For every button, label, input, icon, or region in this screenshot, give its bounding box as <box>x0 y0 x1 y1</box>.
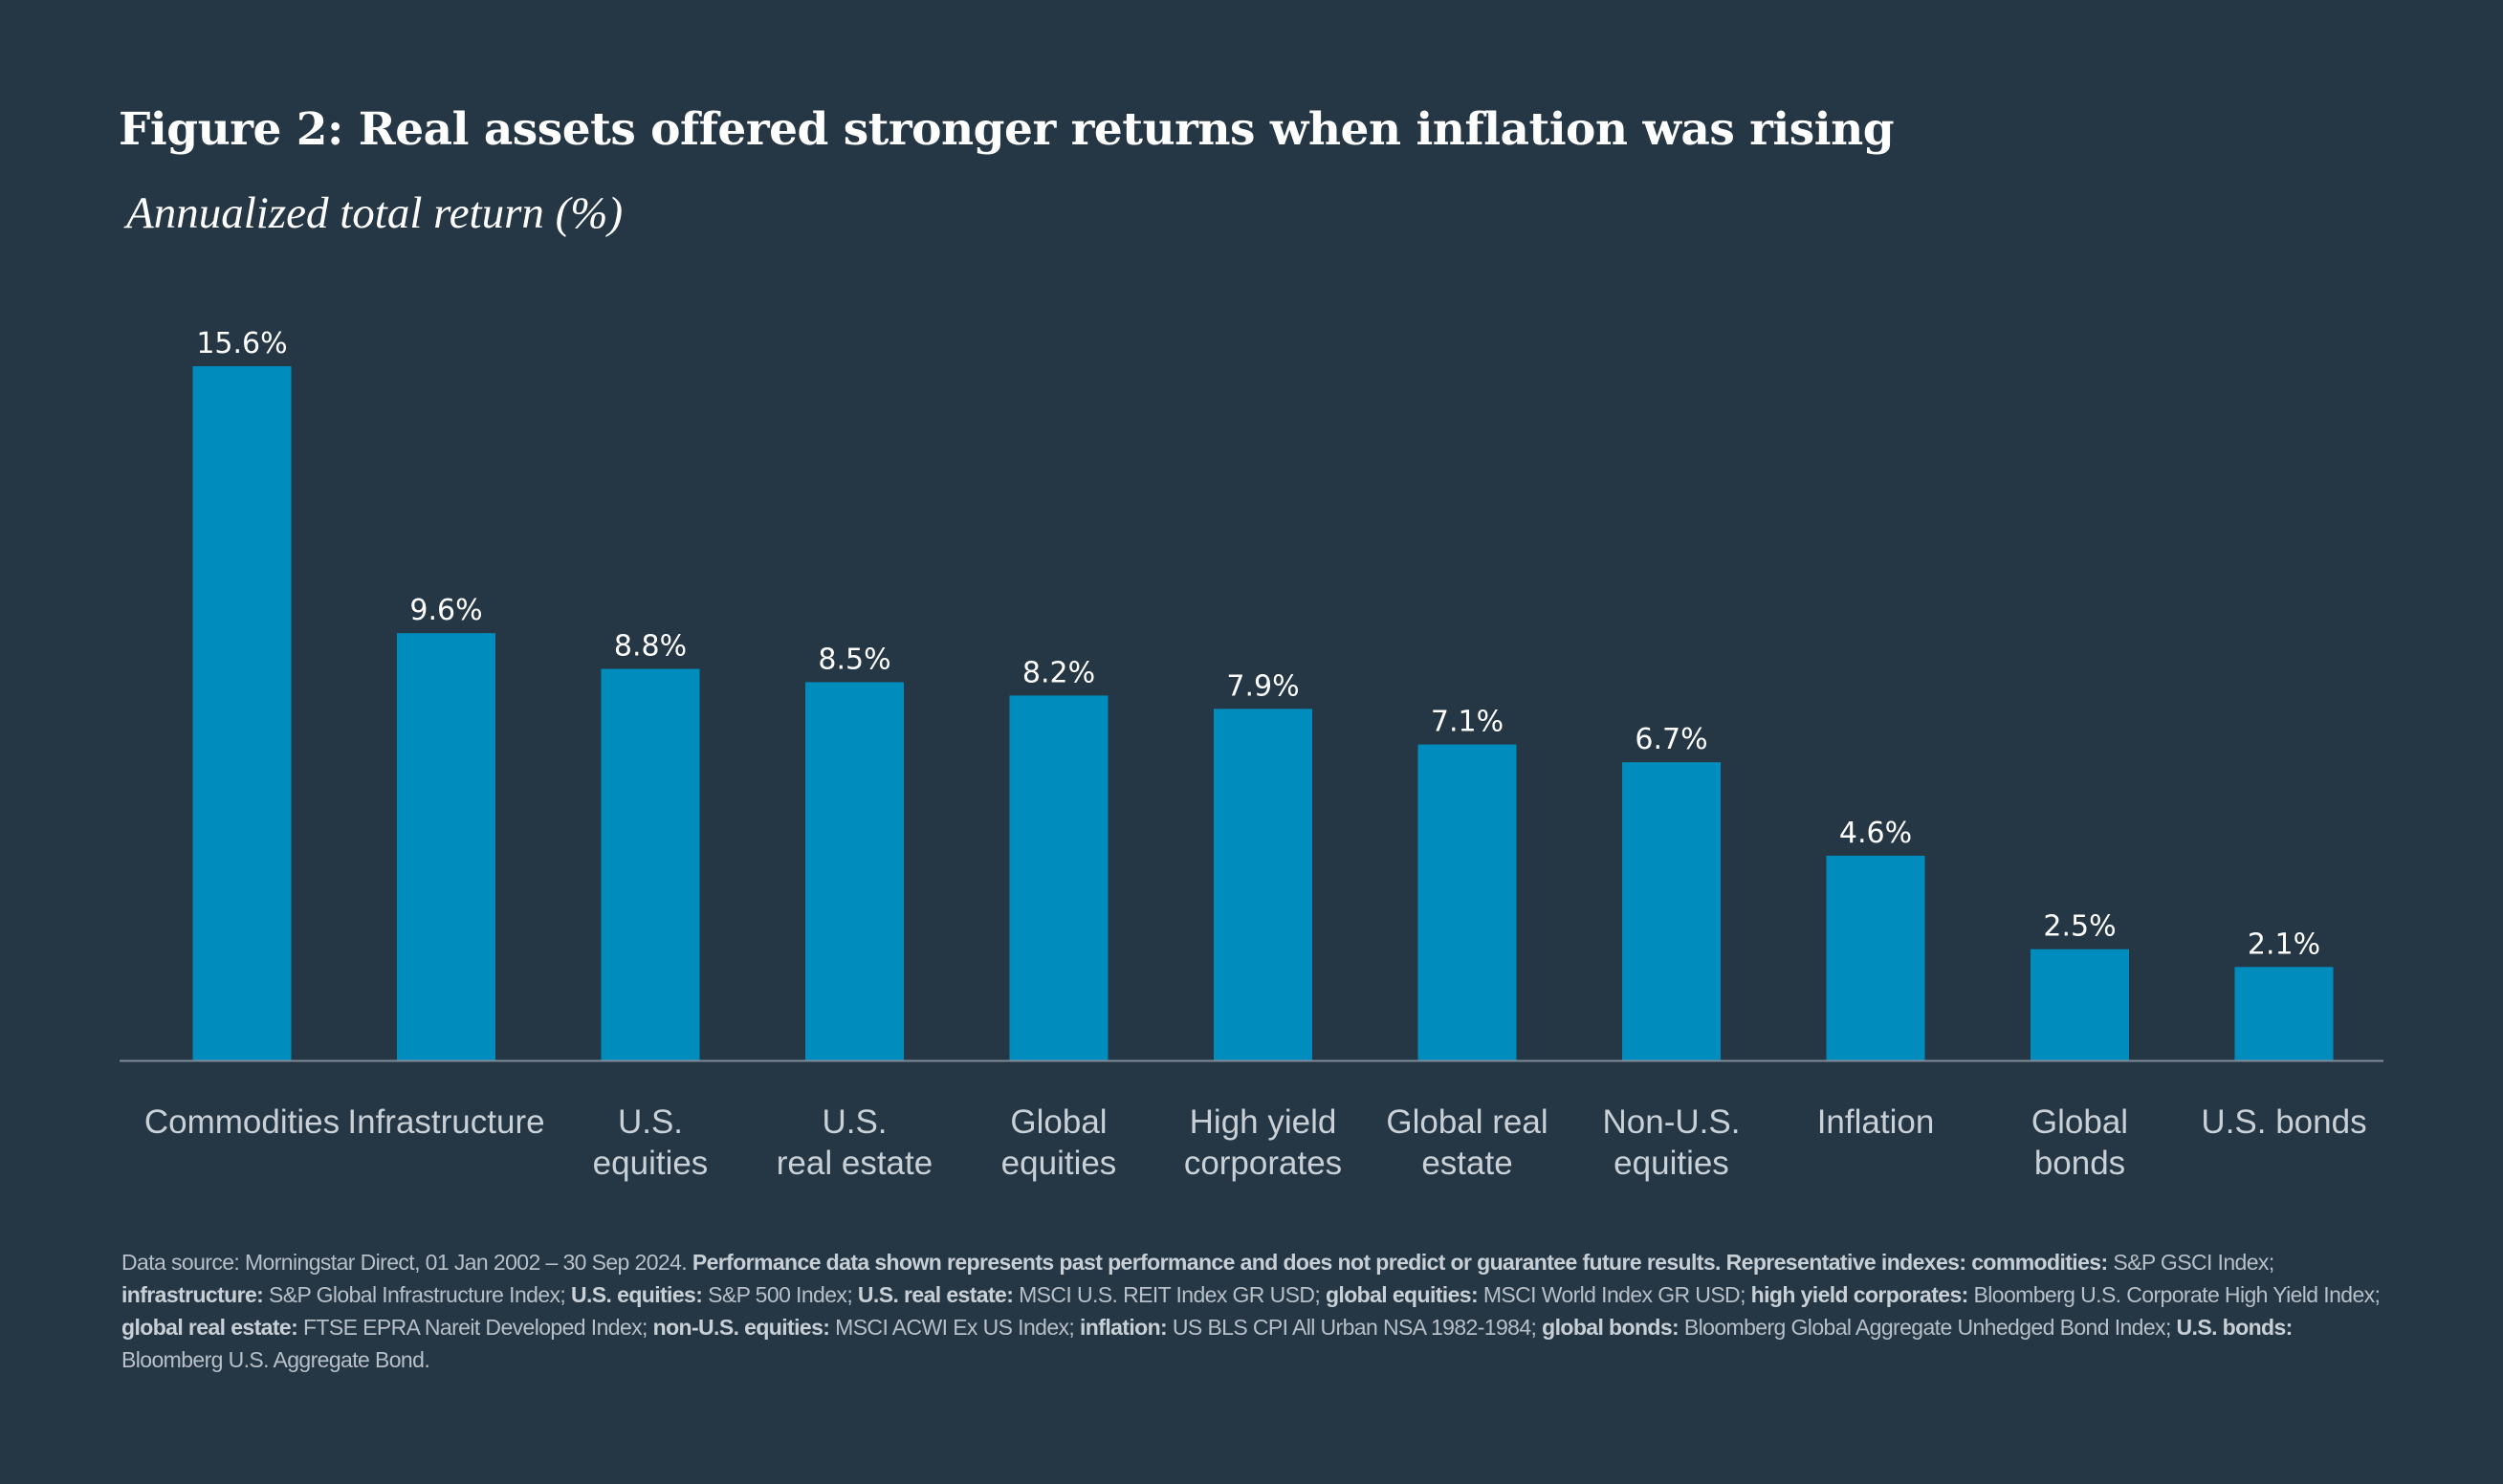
category-label: U.S. real estate <box>777 1103 933 1182</box>
data-label: 2.5% <box>2043 910 2116 944</box>
footnote-segment: S&P GSCI Index; <box>2107 1250 2274 1275</box>
category-label-line: equities <box>1001 1145 1117 1182</box>
footnote-segment: Bloomberg U.S. Corporate High Yield Inde… <box>1967 1282 2381 1307</box>
footnote-segment: Bloomberg Global Aggregate Unhedged Bond… <box>1679 1315 2177 1340</box>
data-label: 7.1% <box>1431 706 1504 739</box>
data-label: 8.5% <box>818 643 890 676</box>
category-label-line: Global <box>2031 1103 2128 1141</box>
data-label: 9.6% <box>409 594 482 627</box>
data-label: 2.1% <box>2248 928 2320 961</box>
category-label: U.S. bonds <box>2201 1103 2366 1141</box>
bar <box>601 668 700 1060</box>
bar <box>397 633 495 1060</box>
data-label: 7.9% <box>1226 669 1299 703</box>
category-label: U.S. equities <box>593 1103 709 1182</box>
footnote-segment: S&P 500 Index; <box>702 1282 858 1307</box>
category-label-line: corporates <box>1184 1145 1342 1182</box>
footnote-segment: US BLS CPI All Urban NSA 1982-1984; <box>1167 1315 1543 1340</box>
category-label-line: U.S. <box>822 1103 887 1141</box>
bar <box>2234 967 2334 1060</box>
category-label: Commodities <box>144 1103 340 1141</box>
footnote-bold-segment: inflation: <box>1080 1315 1168 1340</box>
footnote-segment: FTSE EPRA Nareit Developed Index; <box>297 1315 653 1340</box>
footnote-segment: Data source: Morningstar Direct, 01 Jan … <box>121 1250 692 1275</box>
category-label-line: Global <box>1010 1103 1107 1141</box>
data-label: 8.2% <box>1022 656 1095 689</box>
category-label-line: bonds <box>2034 1145 2125 1182</box>
footnote-segment: MSCI ACWI Ex US Index; <box>829 1315 1081 1340</box>
category-label-line: U.S. bonds <box>2201 1103 2366 1141</box>
footnote-bold-segment: U.S. bonds: <box>2176 1315 2294 1340</box>
data-label: 4.6% <box>1839 817 1912 850</box>
bar <box>1622 762 1721 1060</box>
category-label: High yield corporates <box>1184 1103 1342 1182</box>
bar <box>805 682 904 1060</box>
footnote-bold-segment: global bonds: <box>1542 1315 1680 1340</box>
category-label-line: Non-U.S. <box>1603 1103 1741 1141</box>
footnote-segment: S&P Global Infrastructure Index; <box>263 1282 571 1307</box>
footnote-bold-segment: global real estate: <box>121 1315 298 1340</box>
bar <box>1826 855 1925 1060</box>
category-label-line: High yield <box>1190 1103 1337 1141</box>
category-label-line: equities <box>1614 1145 1729 1182</box>
bar <box>1009 695 1109 1060</box>
category-label-line: equities <box>593 1145 709 1182</box>
footnote-bold-segment: U.S. equities: <box>571 1282 703 1307</box>
footnote-bold-segment: high yield corporates: <box>1750 1282 1969 1307</box>
category-label: Non-U.S. equities <box>1603 1103 1741 1182</box>
chart-title: Figure 2: Real assets offered stronger r… <box>119 103 1895 156</box>
category-label-line: Inflation <box>1817 1103 1935 1141</box>
data-label: 8.8% <box>614 630 687 664</box>
footnote-bold-segment: U.S. real estate: <box>857 1282 1014 1307</box>
bar <box>1417 744 1517 1060</box>
category-label-line: Global real <box>1386 1103 1548 1141</box>
bar <box>192 366 292 1060</box>
category-label-line: U.S. <box>618 1103 683 1141</box>
footnote-bold-segment: non-U.S. equities: <box>652 1315 830 1340</box>
footnote-bold-segment: global equities: <box>1325 1282 1479 1307</box>
category-label: Infrastructure <box>347 1103 544 1141</box>
footnote-bold-segment: Performance data shown represents past p… <box>692 1250 2108 1275</box>
data-label: 15.6% <box>196 327 287 360</box>
category-label: Global real estate <box>1386 1103 1548 1182</box>
bar <box>1214 709 1312 1060</box>
footnote: Data source: Morningstar Direct, 01 Jan … <box>121 1246 2390 1376</box>
category-label: Inflation <box>1817 1103 1935 1141</box>
footnote-segment: MSCI World Index GR USD; <box>1478 1282 1751 1307</box>
category-label: Global equities <box>1001 1103 1117 1182</box>
footnote-segment: Bloomberg U.S. Aggregate Bond. <box>121 1347 430 1372</box>
chart-subtitle: Annualized total return (%) <box>126 188 624 238</box>
bar <box>2031 949 2129 1060</box>
category-label-line: Infrastructure <box>347 1103 544 1141</box>
category-label-line: real estate <box>777 1145 933 1182</box>
category-label-line: Commodities <box>144 1103 340 1141</box>
category-label-line: estate <box>1421 1145 1512 1182</box>
footnote-bold-segment: infrastructure: <box>121 1282 264 1307</box>
data-label: 6.7% <box>1635 723 1707 756</box>
footnote-segment: MSCI U.S. REIT Index GR USD; <box>1013 1282 1326 1307</box>
category-label: Global bonds <box>2031 1103 2128 1182</box>
